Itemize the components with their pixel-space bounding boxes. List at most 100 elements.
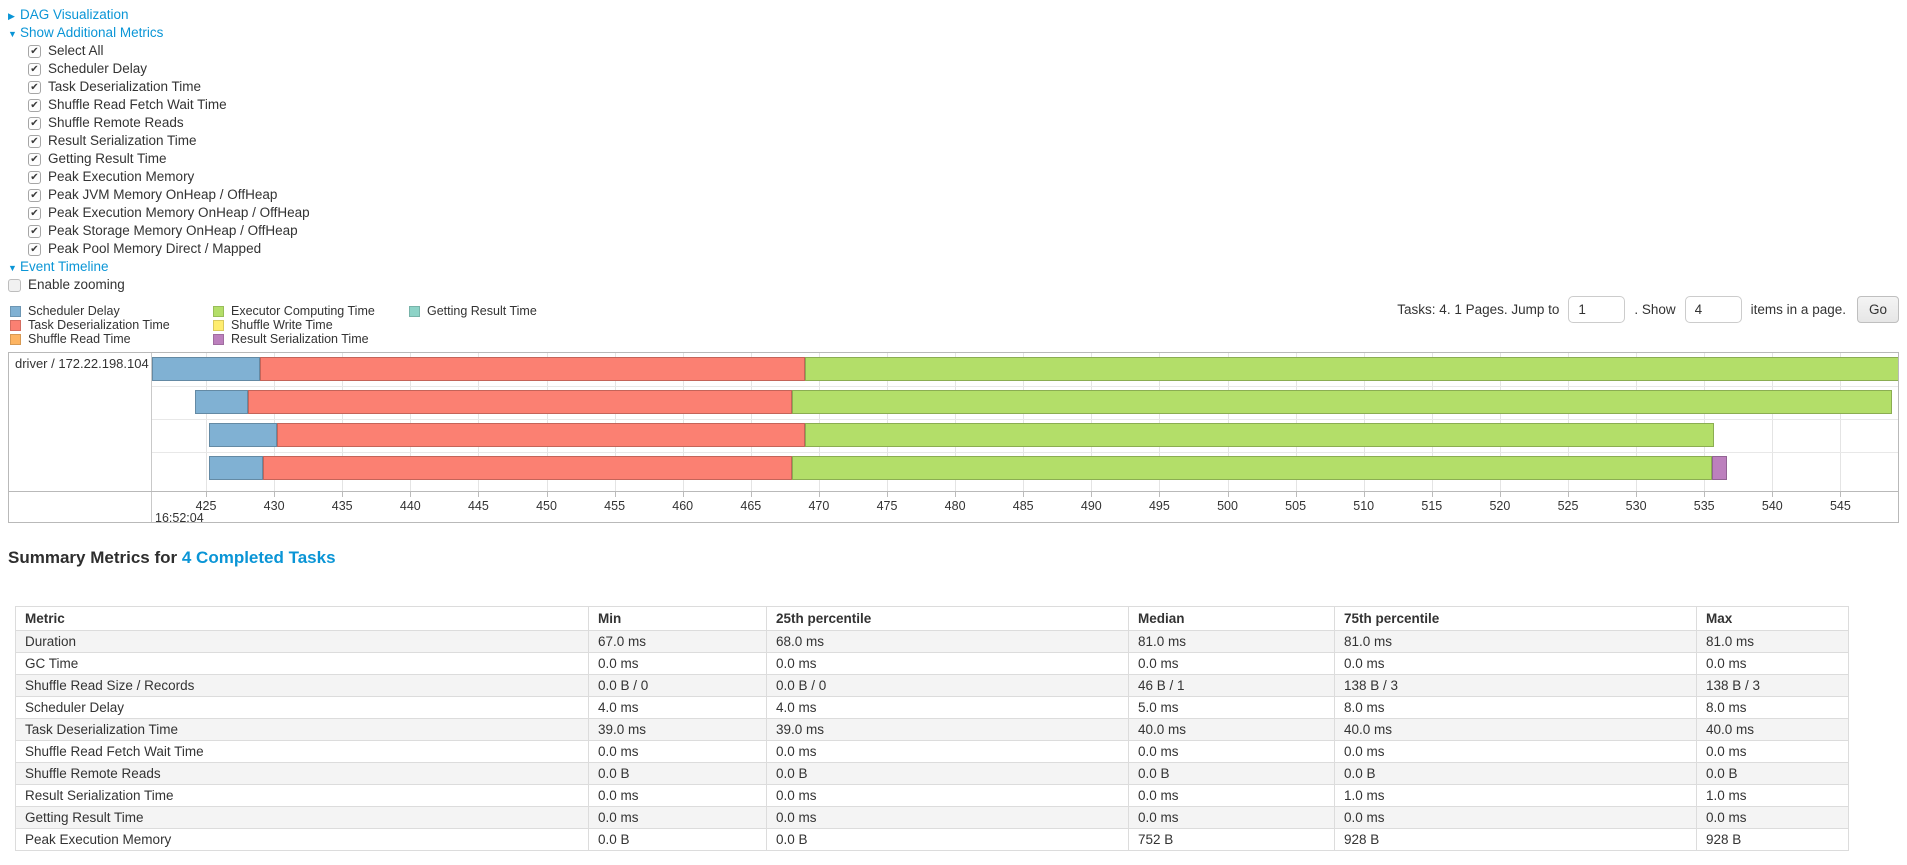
table-cell: GC Time	[15, 652, 589, 675]
executor_computing-swatch	[213, 305, 224, 317]
table-cell: 4.0 ms	[588, 696, 767, 719]
table-body: Duration 67.0 ms 68.0 ms 81.0 ms 81.0 ms 81.0…	[15, 630, 1849, 851]
table-cell: 0.0 ms	[1696, 652, 1849, 675]
shuffle_write-swatch	[213, 319, 224, 331]
table-cell: 0.0 B	[1128, 762, 1335, 785]
event-timeline-label: Event Timeline	[20, 259, 109, 274]
enable-zooming-checkbox[interactable]	[8, 278, 21, 292]
axis-tick-mark	[206, 492, 207, 497]
axis-tick-label: 500	[1217, 499, 1238, 513]
metric-checkbox-row: ✔ Peak JVM Memory OnHeap / OffHeap	[28, 186, 310, 204]
table-cell: 81.0 ms	[1334, 630, 1697, 653]
event-timeline-chart: driver / 172.22.198.104 16:52:04 425 430 4…	[8, 352, 1899, 523]
axis-tick-label: 485	[1012, 499, 1034, 513]
table-row: Task Deserialization Time 39.0 ms 39.0 ms 4…	[15, 718, 1849, 741]
metric-checkbox[interactable]: ✔	[28, 224, 41, 238]
metric-checkbox[interactable]: ✔	[28, 170, 41, 184]
axis-gridline	[1772, 353, 1774, 491]
axis-tick-label: 490	[1080, 499, 1102, 513]
table-cell: 0.0 ms	[1128, 652, 1335, 675]
page-size-input[interactable]	[1684, 296, 1742, 323]
table-header-cell: Median	[1128, 606, 1335, 631]
table-header-cell: Metric	[15, 606, 589, 631]
expanded-arrow-icon: ▼	[8, 29, 17, 39]
task-pagination: Tasks: 4. 1 Pages. Jump to . Show items …	[1397, 296, 1899, 323]
axis-tick-label: 480	[944, 499, 966, 513]
metric-checkbox[interactable]: ✔	[28, 98, 41, 112]
metric-checkbox-row: ✔ Shuffle Remote Reads	[28, 114, 310, 132]
summary-metrics-table: Metric Min 25th percentile Median 75th perce…	[15, 606, 1849, 851]
pagination-items-label: items in a page.	[1750, 302, 1846, 317]
table-cell: 46 B / 1	[1128, 674, 1335, 697]
axis-tick-label: 465	[740, 499, 762, 513]
metric-checkbox[interactable]: ✔	[28, 134, 41, 148]
show-additional-metrics-link[interactable]: ▼ Show Additional Metrics	[8, 24, 310, 42]
task-bar-segment-scheduler_delay[interactable]	[152, 357, 261, 381]
table-row: Peak Execution Memory 0.0 B 0.0 B 752 B 928 …	[15, 828, 1849, 851]
metric-checkbox[interactable]: ✔	[28, 152, 41, 166]
task-bar-segment-task_deserialization[interactable]	[260, 357, 806, 381]
table-cell: 0.0 ms	[588, 806, 767, 829]
task-bar-segment-executor_computing[interactable]	[805, 357, 1898, 381]
task-bar-segment-executor_computing[interactable]	[791, 390, 1893, 414]
axis-tick-mark	[1227, 492, 1229, 497]
axis-tick-label: 510	[1353, 499, 1375, 513]
page-jump-input[interactable]	[1568, 296, 1626, 323]
axis-tick-label: 520	[1489, 499, 1511, 513]
pagination-show-label: . Show	[1634, 302, 1676, 317]
table-cell: 0.0 B / 0	[588, 674, 767, 697]
event-timeline-link[interactable]: ▼ Event Timeline	[8, 258, 310, 276]
axis-tick-mark	[546, 492, 548, 497]
task-bar-segment-task_deserialization[interactable]	[276, 423, 806, 447]
completed-tasks-link[interactable]: 4 Completed Tasks	[181, 548, 336, 567]
axis-gridline	[1499, 353, 1501, 491]
table-cell: 0.0 B	[588, 828, 767, 851]
axis-tick-label: 530	[1625, 499, 1647, 513]
task-bar-segment-scheduler_delay[interactable]	[208, 423, 277, 447]
table-cell: 0.0 B	[766, 828, 1129, 851]
axis-gridline	[1704, 353, 1706, 491]
axis-tick-mark	[410, 492, 412, 497]
task-bar-segment-scheduler_delay[interactable]	[208, 456, 264, 480]
metric-checkbox[interactable]: ✔	[28, 62, 41, 76]
table-cell: 81.0 ms	[1128, 630, 1335, 653]
axis-gridline	[1295, 353, 1297, 491]
axis-gridline	[1363, 353, 1365, 491]
table-cell: 0.0 ms	[588, 784, 767, 807]
table-cell: 138 B / 3	[1696, 674, 1849, 697]
table-cell: 8.0 ms	[1334, 696, 1697, 719]
axis-gridline	[1568, 353, 1569, 491]
legend-column: Getting Result Time	[409, 304, 537, 346]
metric-checkbox[interactable]: ✔	[28, 206, 41, 220]
metric-checkbox[interactable]: ✔	[28, 116, 41, 130]
task-bar-segment-result_serialization[interactable]	[1712, 456, 1728, 480]
table-cell: 0.0 ms	[1696, 740, 1849, 763]
table-cell: 0.0 ms	[766, 652, 1129, 675]
metric-checkbox-label: Result Serialization Time	[48, 133, 197, 148]
metric-checkbox[interactable]: ✔	[28, 242, 41, 256]
collapsed-arrow-icon: ▶	[8, 11, 15, 21]
table-cell: Duration	[15, 630, 589, 653]
task-bar-segment-task_deserialization[interactable]	[248, 390, 792, 414]
axis-gridline	[1227, 353, 1229, 491]
axis-tick-label: 470	[808, 499, 830, 513]
table-cell: Peak Execution Memory	[15, 828, 589, 851]
axis-tick-label: 445	[467, 499, 489, 513]
legend-item: Shuffle Write Time	[213, 318, 397, 332]
metric-checkbox[interactable]: ✔	[28, 44, 41, 58]
task-bar-segment-executor_computing[interactable]	[805, 423, 1714, 447]
task-bar-segment-scheduler_delay[interactable]	[195, 390, 249, 414]
task-bar-segment-executor_computing[interactable]	[791, 456, 1713, 480]
metric-checkbox[interactable]: ✔	[28, 188, 41, 202]
axis-tick-label: 540	[1761, 499, 1783, 513]
table-cell: 752 B	[1128, 828, 1335, 851]
axis-tick-label: 435	[331, 499, 353, 513]
go-button[interactable]: Go	[1856, 296, 1899, 323]
dag-visualization-link[interactable]: ▶ DAG Visualization	[8, 6, 310, 24]
task-bar-segment-task_deserialization[interactable]	[263, 456, 792, 480]
metric-checkbox[interactable]: ✔	[28, 80, 41, 94]
show-additional-metrics-label: Show Additional Metrics	[20, 25, 164, 40]
metric-checkbox-row: ✔ Scheduler Delay	[28, 60, 310, 78]
table-cell: 40.0 ms	[1696, 718, 1849, 741]
